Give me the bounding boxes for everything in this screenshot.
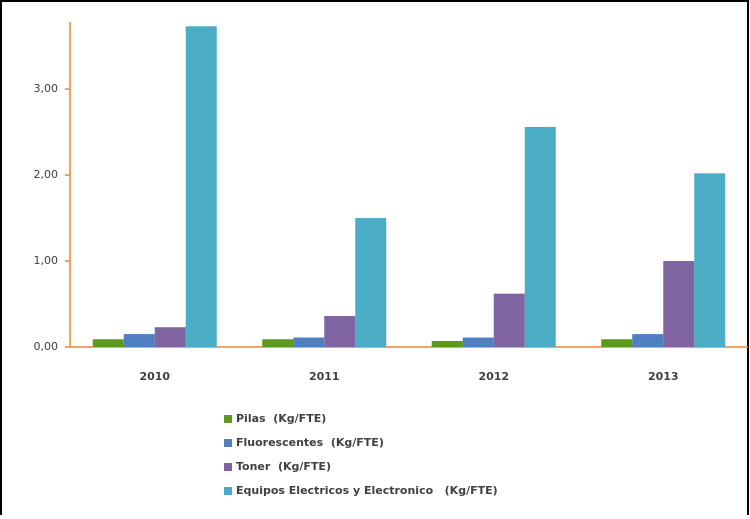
y-tick-label: 0,00 <box>34 340 59 353</box>
bar <box>694 173 726 347</box>
legend-swatch <box>224 415 232 423</box>
y-tick-label: 3,00 <box>34 82 59 95</box>
x-tick-label: 2012 <box>478 370 509 383</box>
bar <box>462 337 494 347</box>
y-tick-label: 1,00 <box>34 254 59 267</box>
legend-swatch <box>224 487 232 495</box>
bar <box>524 126 556 347</box>
x-tick-label: 2013 <box>648 370 679 383</box>
bar <box>355 218 387 347</box>
bar <box>431 340 463 347</box>
legend-label: Equipos Electricos y Electronico (Kg/FTE… <box>236 484 498 497</box>
legend-swatch <box>224 439 232 447</box>
bar <box>123 334 155 347</box>
bar <box>293 337 325 347</box>
bar <box>262 339 294 347</box>
legend-label: Toner (Kg/FTE) <box>236 460 331 473</box>
legend-swatch <box>224 463 232 471</box>
bar <box>154 327 186 347</box>
legend-label: Fluorescentes (Kg/FTE) <box>236 436 384 449</box>
bar <box>493 293 525 347</box>
y-tick-label: 2,00 <box>34 168 59 181</box>
x-tick-label: 2010 <box>139 370 170 383</box>
bar <box>185 26 217 347</box>
bar <box>663 261 695 347</box>
bar <box>324 316 356 347</box>
bar <box>92 339 124 347</box>
legend-label: Pilas (Kg/FTE) <box>236 412 326 425</box>
x-tick-label: 2011 <box>309 370 340 383</box>
bar <box>601 339 633 347</box>
bar <box>632 334 664 347</box>
